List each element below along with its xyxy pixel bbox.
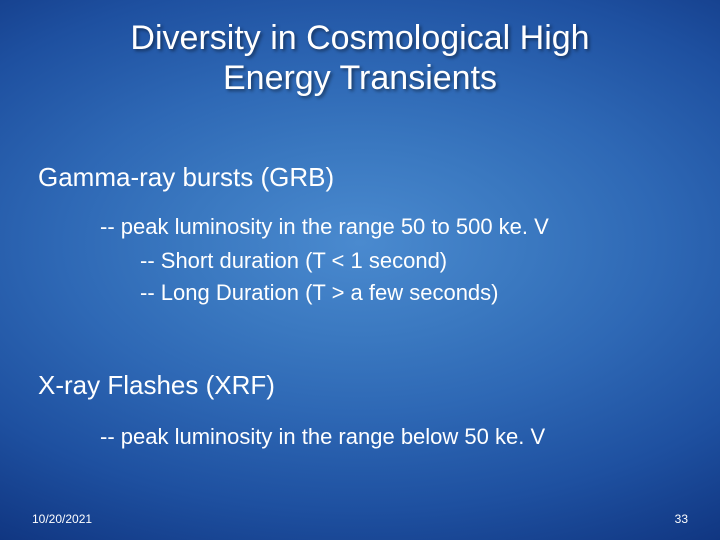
footer-page: 33 (675, 512, 688, 526)
bullet-grb-peak: -- peak luminosity in the range 50 to 50… (100, 214, 549, 240)
footer-date: 10/20/2021 (32, 512, 92, 526)
bullet-xrf-peak: -- peak luminosity in the range below 50… (100, 424, 545, 450)
bullet-grb-long: -- Long Duration (T > a few seconds) (140, 280, 499, 306)
title-line-1: Diversity in Cosmological High (130, 19, 589, 57)
heading-grb: Gamma-ray bursts (GRB) (38, 162, 334, 193)
bullet-grb-short: -- Short duration (T < 1 second) (140, 248, 447, 274)
slide-title: Diversity in Cosmological High Energy Tr… (0, 18, 720, 98)
heading-xrf: X-ray Flashes (XRF) (38, 370, 275, 401)
title-line-2: Energy Transients (223, 59, 497, 97)
slide: Diversity in Cosmological High Energy Tr… (0, 0, 720, 540)
